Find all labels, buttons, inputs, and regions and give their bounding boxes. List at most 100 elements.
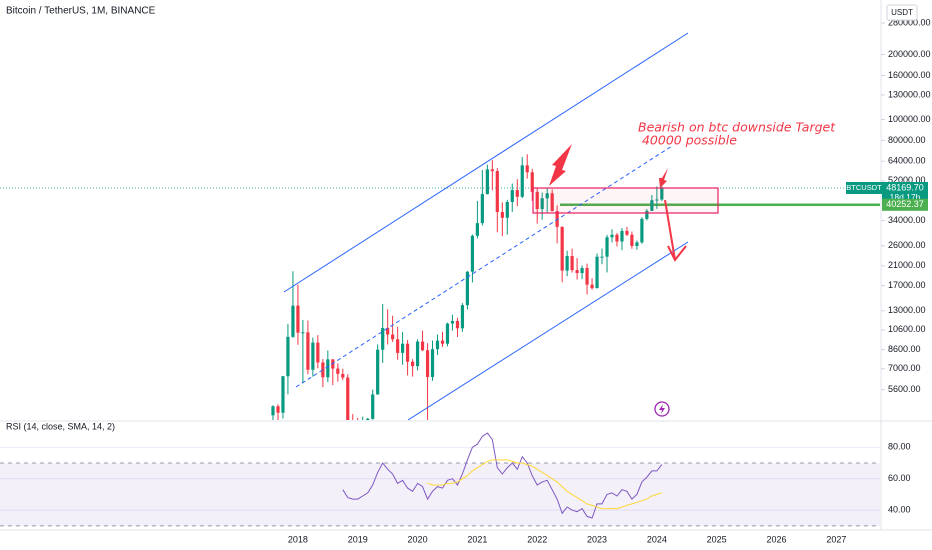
y-tick-label: 80000.00 [888, 135, 926, 145]
annotation: Bearish on btc downside Target [638, 120, 836, 135]
candle-body [381, 327, 385, 350]
y-tick-label: 52000.00 [888, 175, 926, 185]
candle-body [306, 332, 310, 370]
candle-body [296, 305, 300, 333]
candle-body [316, 342, 320, 363]
candle-body [425, 350, 430, 377]
y-tick-label: 5600.00 [888, 384, 921, 394]
candle-body [550, 193, 554, 212]
countdown-label: 18d 17h [890, 192, 921, 202]
x-tick-label: 2026 [766, 534, 786, 544]
candle-body [635, 242, 639, 246]
x-tick-label: 2024 [647, 534, 667, 544]
candle-body [271, 406, 275, 416]
candle-body [530, 172, 534, 192]
candle-body [301, 332, 305, 334]
resistance-box [532, 187, 719, 214]
y-tick-label: 64000.00 [888, 156, 926, 166]
candle-body [560, 226, 564, 271]
candle-body [445, 323, 450, 344]
candle-body [580, 268, 584, 274]
chart-title: Bitcoin / TetherUS, 1M, BINANCE [6, 6, 156, 17]
candle-body [590, 284, 594, 289]
arrow-down-small [659, 168, 668, 188]
y-tick-label: 280000.00 [888, 17, 931, 27]
x-tick-label: 2019 [348, 534, 368, 544]
candle-body [341, 373, 345, 378]
x-tick-label: 2025 [707, 534, 727, 544]
y-tick-label: 130000.00 [888, 89, 931, 99]
rsi-band [0, 463, 880, 526]
candle-body [570, 256, 574, 271]
y-tick-label: 100000.00 [888, 114, 931, 124]
target-badge [882, 198, 928, 211]
candle-body [605, 237, 609, 257]
symbol-label: BTCUSDT [846, 183, 882, 192]
candle-body [575, 270, 579, 274]
event-icon-bolt [659, 404, 665, 414]
candle-body [291, 305, 295, 337]
candle-body [600, 256, 604, 258]
candle-body [595, 256, 599, 289]
currency-button[interactable] [886, 4, 918, 21]
candle-body [401, 343, 405, 353]
candle-body [480, 194, 484, 224]
candle-body [391, 334, 395, 340]
y-tick-label: 34000.00 [888, 215, 926, 225]
candle-body [555, 211, 559, 227]
candle-body [366, 418, 370, 420]
y-tick-label: 10600.00 [888, 324, 926, 334]
arrow-head [667, 245, 687, 262]
rsi-tick-label: 80.00 [888, 442, 911, 452]
candle-body [660, 187, 664, 200]
candle-body [545, 193, 549, 199]
candle-body [281, 376, 285, 413]
x-tick-label: 2023 [587, 534, 607, 544]
y-tick-label: 8600.00 [888, 344, 921, 354]
x-tick-label: 2021 [467, 534, 487, 544]
candle-body [276, 406, 280, 413]
candle-body [346, 377, 350, 420]
candle-body [455, 320, 460, 329]
rsi-line [342, 432, 663, 519]
candle-body [630, 234, 634, 246]
candle-body [645, 210, 649, 219]
candle-body [440, 340, 445, 344]
rsi-tick-label: 40.00 [888, 505, 911, 515]
y-tick-label: 200000.00 [888, 49, 931, 59]
y-tick-label: 17000.00 [888, 280, 926, 290]
candle-body [540, 198, 544, 210]
candle-body [625, 230, 629, 235]
candle-body [311, 342, 315, 370]
candle-body [515, 190, 519, 197]
candle-body [510, 190, 514, 203]
candle-body [470, 235, 475, 272]
candle-body [286, 336, 290, 377]
y-tick-label: 7000.00 [888, 363, 921, 373]
event-icon[interactable] [654, 401, 670, 417]
candle-body [500, 212, 504, 218]
candle-body [465, 271, 469, 306]
candle-body [615, 234, 619, 242]
candle-body [610, 234, 614, 238]
rsi-tick-label: 60.00 [888, 473, 911, 483]
candle-body [336, 368, 340, 374]
candle-body [505, 202, 509, 218]
candle-body [490, 169, 494, 172]
candle-body [396, 339, 400, 353]
candle-body [376, 349, 380, 395]
candle-body [585, 268, 589, 285]
candle-body [420, 341, 425, 351]
y-tick-label: 21000.00 [888, 260, 926, 270]
candle-body [650, 200, 654, 211]
x-tick-label: 2020 [408, 534, 428, 544]
last-price-badge [882, 181, 928, 204]
candle-body [405, 343, 410, 362]
candle-body [520, 165, 524, 197]
y-tick-label: 26000.00 [888, 240, 926, 250]
channel-mid [295, 145, 673, 388]
rsi-line [427, 459, 662, 510]
x-tick-label: 2022 [527, 534, 547, 544]
candle-body [450, 320, 455, 324]
